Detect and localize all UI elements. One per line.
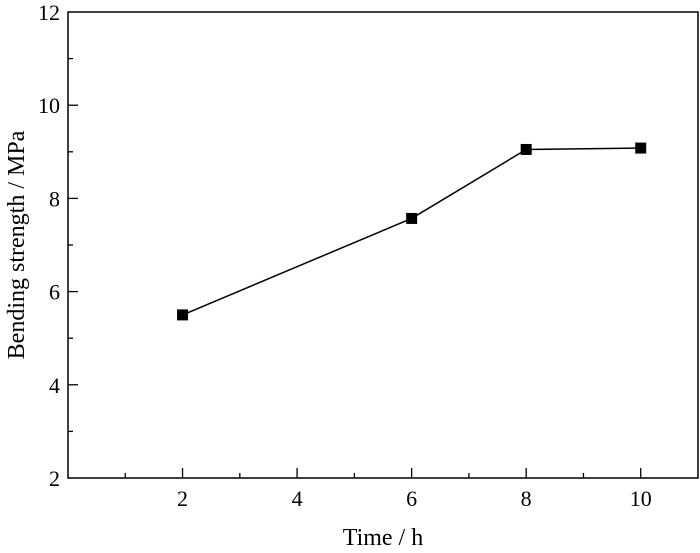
series-line [182, 147, 641, 316]
axis-ticks: 2 4 6 8 10 2 4 6 8 10 12 [38, 0, 652, 511]
x-tick-label: 10 [630, 486, 652, 511]
y-tick-label: 2 [49, 466, 60, 491]
data-point-marker [406, 212, 418, 224]
y-tick-label: 4 [49, 373, 60, 398]
data-point-marker [177, 309, 189, 321]
x-tick-label: 2 [177, 486, 188, 511]
y-tick-label: 12 [38, 0, 60, 25]
y-tick-label: 10 [38, 93, 60, 118]
data-point-marker [635, 142, 647, 154]
y-axis-title: Bending strength / MPa [4, 130, 30, 359]
x-axis-title: Time / h [343, 525, 423, 551]
x-tick-label: 4 [292, 486, 303, 511]
data-series [177, 142, 647, 321]
x-tick-label: 8 [521, 486, 532, 511]
x-tick-label: 6 [406, 486, 417, 511]
y-tick-label: 8 [49, 186, 60, 211]
y-tick-label: 6 [49, 280, 60, 305]
plot-frame [67, 11, 699, 479]
data-point-marker [520, 143, 532, 155]
